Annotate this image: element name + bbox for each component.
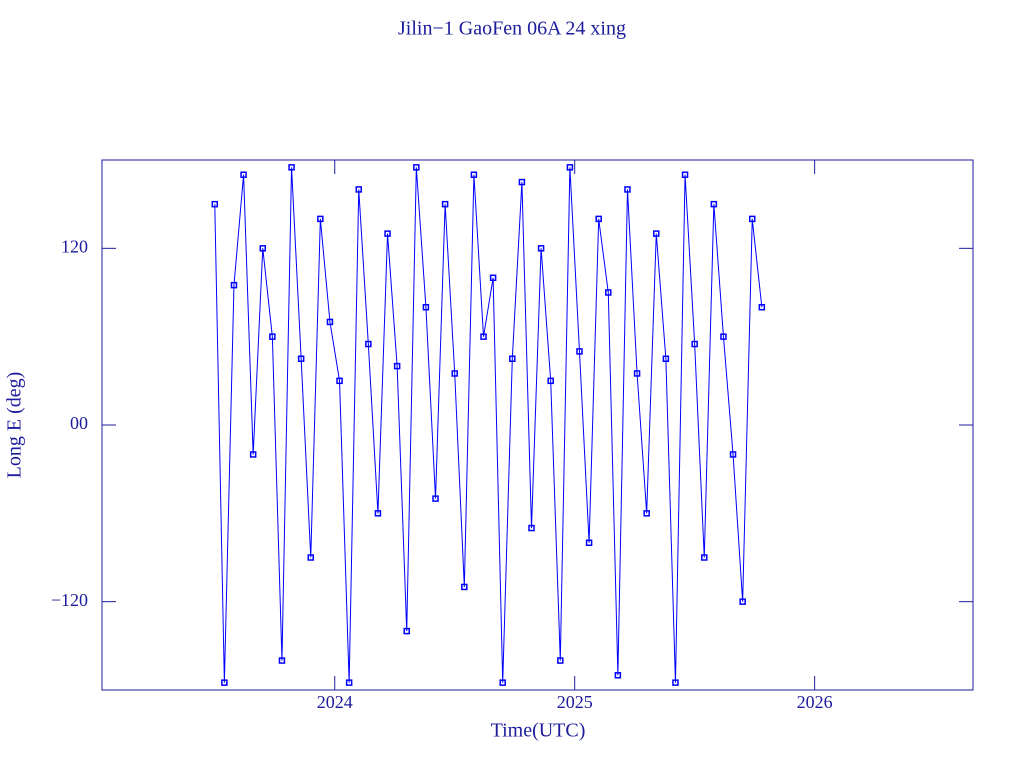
x-tick-label: 2024 <box>317 692 353 712</box>
data-point <box>749 215 756 223</box>
data-point <box>710 200 718 208</box>
data-point <box>681 171 689 178</box>
data-point <box>614 672 622 679</box>
y-axis-title: Long E (deg) <box>4 372 26 479</box>
chart-title: Jilin−1 GaoFen 06A 24 xing <box>398 18 626 40</box>
plot-frame <box>101 159 974 691</box>
data-point <box>509 355 516 362</box>
data-point <box>365 340 372 348</box>
data-point <box>317 215 324 223</box>
y-tick-label: 00 <box>70 413 88 433</box>
data-point <box>269 333 276 340</box>
data-point <box>557 657 564 664</box>
series-line <box>214 167 763 683</box>
data-point <box>547 377 554 385</box>
data-point <box>432 495 439 502</box>
data-point <box>355 186 362 193</box>
data-point <box>739 598 746 605</box>
data-point <box>489 274 497 282</box>
data-point <box>595 215 602 223</box>
data-point <box>230 281 238 289</box>
data-point <box>470 171 478 178</box>
data-point <box>441 200 449 208</box>
data-point <box>326 318 334 326</box>
data-point <box>643 510 650 517</box>
data-point <box>451 370 458 377</box>
data-point <box>413 164 420 171</box>
data-point <box>480 333 487 340</box>
x-tick-label: 2026 <box>797 692 833 712</box>
data-point <box>576 348 583 355</box>
x-axis-title: Time(UTC) <box>491 720 586 742</box>
data-point <box>633 370 641 377</box>
data-point <box>288 164 295 171</box>
data-point <box>653 230 660 237</box>
data-point <box>461 583 468 591</box>
data-point <box>691 340 698 348</box>
data-point <box>393 362 401 370</box>
data-point <box>307 554 315 561</box>
data-point <box>701 554 708 561</box>
data-point <box>662 355 670 362</box>
data-point <box>240 171 247 178</box>
data-point <box>249 451 257 458</box>
data-point <box>422 303 430 311</box>
data-point <box>537 245 545 252</box>
data-point <box>336 377 343 385</box>
data-point <box>259 245 267 252</box>
data-point <box>384 230 391 237</box>
data-point <box>297 355 305 362</box>
data-point <box>605 289 612 296</box>
data-point <box>566 164 574 171</box>
y-tick-label: 120 <box>61 236 88 256</box>
data-point <box>403 627 410 635</box>
data-point <box>499 679 506 686</box>
data-point <box>221 679 228 686</box>
y-tick-label: −120 <box>51 590 88 610</box>
data-point <box>278 657 286 664</box>
data-point <box>672 679 679 686</box>
data-point <box>211 200 219 208</box>
data-point <box>518 178 526 186</box>
data-point <box>624 186 631 193</box>
x-tick-label: 2025 <box>557 692 593 712</box>
data-point <box>729 451 737 458</box>
data-point <box>720 333 727 340</box>
data-point <box>345 679 353 686</box>
data-point <box>528 524 535 532</box>
data-point <box>758 303 766 311</box>
data-point <box>374 510 382 517</box>
data-point <box>585 539 593 547</box>
